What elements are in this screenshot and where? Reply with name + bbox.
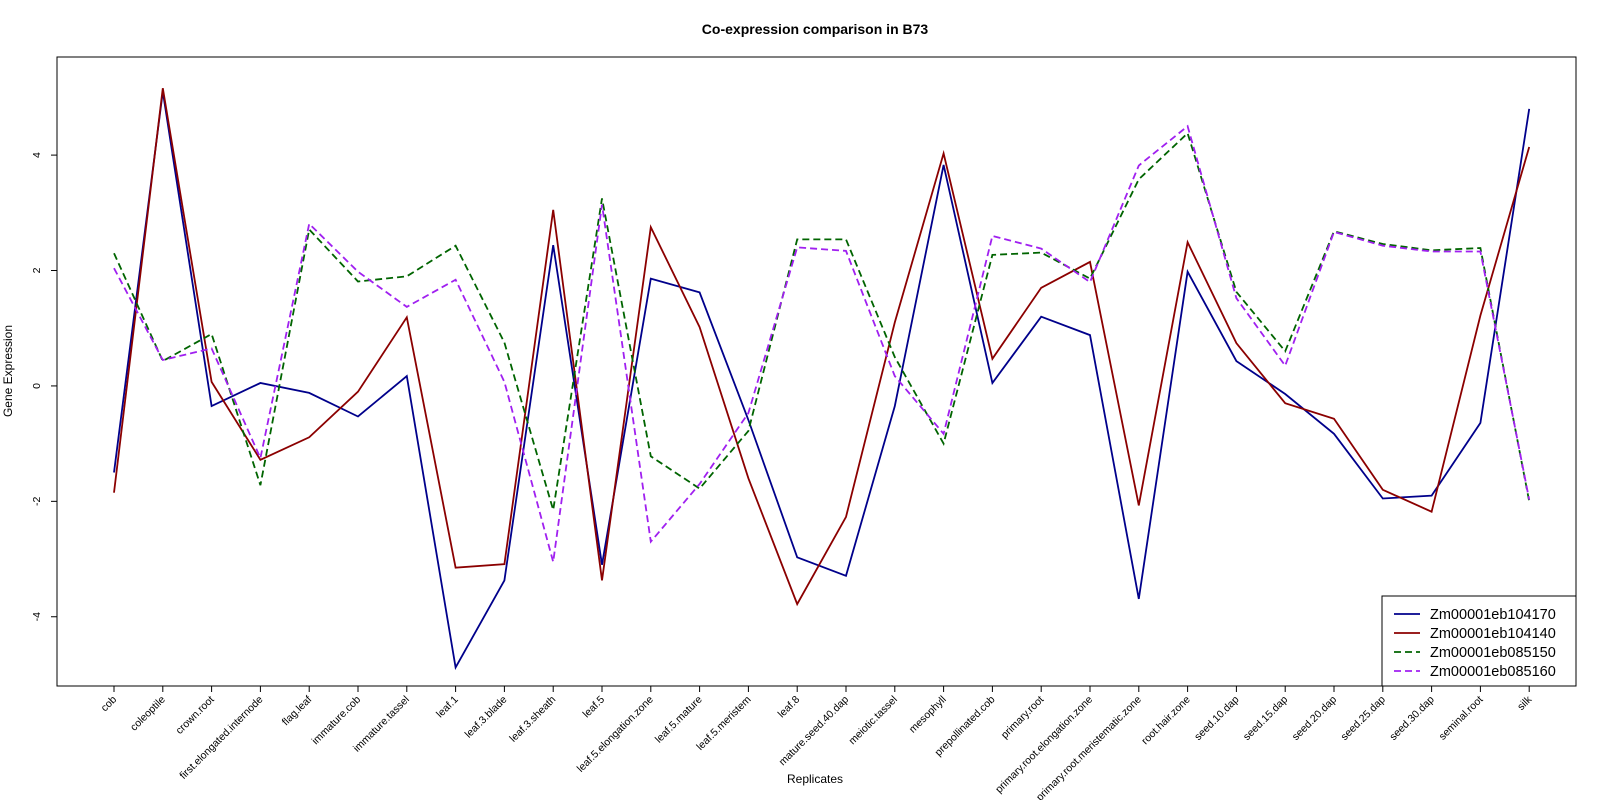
- y-tick-label: -4: [31, 612, 43, 621]
- x-tick-label: root.hair.zone: [1139, 694, 1193, 748]
- y-axis-label: Gene Expression: [1, 325, 15, 417]
- chart-title: Co-expression comparison in B73: [702, 21, 929, 37]
- legend-label-2: Zm00001eb104140: [1430, 626, 1556, 642]
- y-tick-label: 2: [31, 267, 43, 273]
- legend-box: [1381, 595, 1577, 687]
- x-tick-label: cob: [99, 694, 120, 715]
- x-tick-label: seed.25.dap: [1339, 694, 1388, 743]
- x-tick-label: primary.root: [999, 694, 1047, 742]
- y-tick-label: 0: [31, 383, 43, 389]
- x-tick-label: leaf.5.mature: [653, 694, 705, 746]
- x-tick-label: leaf.3.blade: [463, 694, 510, 741]
- x-tick-label: leaf.8: [776, 694, 803, 721]
- x-tick-label: seminal.root: [1437, 694, 1486, 743]
- x-axis-label: Replicates: [787, 772, 843, 786]
- x-tick-label: primary.root.elongation.zone: [993, 694, 1095, 796]
- y-tick-label: 4: [31, 152, 43, 158]
- legend-label-1: Zm00001eb104170: [1430, 607, 1556, 623]
- x-tick-label: leaf.3.sheath: [507, 694, 558, 745]
- x-tick-label: flag.leaf: [280, 694, 315, 729]
- x-tick-label: leaf.5: [580, 694, 607, 721]
- x-tick-label: crown.root: [174, 694, 217, 737]
- x-tick-label: leaf.1: [434, 694, 461, 721]
- x-tick-label: primary.root.meristematic.zone: [1034, 694, 1144, 800]
- series-line-3: [113, 131, 1531, 511]
- x-tick-label: first.elongated.internode: [177, 694, 265, 782]
- series-line-2: [113, 88, 1531, 607]
- x-tick-label: seed.15.dap: [1241, 694, 1290, 743]
- series-line-4: [113, 124, 1531, 563]
- x-tick-label: immature.cob: [310, 694, 364, 748]
- x-tick-label: seed.10.dap: [1192, 694, 1241, 743]
- y-tick-label: -2: [31, 497, 43, 506]
- x-tick-label: mesophyll: [907, 694, 949, 736]
- plot-area-frame: [56, 56, 1577, 687]
- legend-label-3: Zm00001eb085150: [1430, 645, 1556, 661]
- x-tick-label: seed.30.dap: [1387, 694, 1436, 743]
- x-tick-label: seed.20.dap: [1290, 694, 1339, 743]
- x-tick-label: silk: [1515, 693, 1535, 713]
- legend-label-4: Zm00001eb085160: [1430, 664, 1556, 680]
- x-tick-label: meiotic.tassel: [846, 694, 899, 747]
- series-line-1: [113, 91, 1531, 671]
- x-tick-label: coleoptile: [128, 694, 168, 734]
